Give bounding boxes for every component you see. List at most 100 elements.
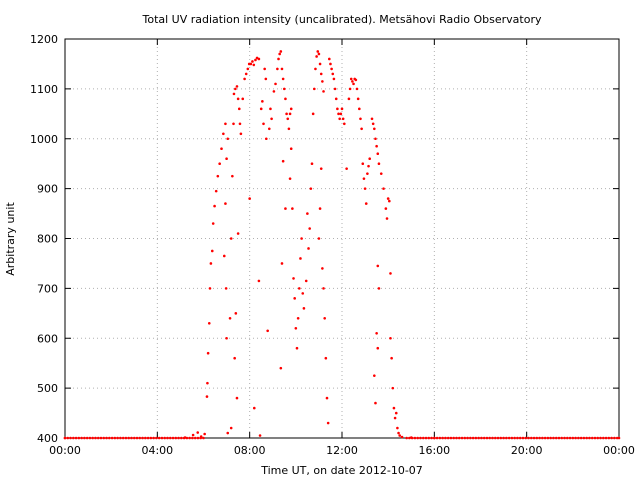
data-point bbox=[224, 122, 227, 126]
data-point bbox=[284, 207, 287, 210]
data-point bbox=[371, 122, 375, 126]
data-point bbox=[541, 436, 544, 440]
data-point bbox=[405, 436, 408, 440]
data-point bbox=[348, 87, 352, 91]
data-point bbox=[193, 436, 197, 440]
data-point bbox=[229, 237, 233, 240]
data-point bbox=[236, 232, 240, 235]
data-point bbox=[288, 177, 292, 180]
data-point bbox=[246, 67, 250, 71]
y-tick-label: 800 bbox=[37, 233, 58, 246]
data-point bbox=[363, 187, 367, 190]
data-point bbox=[571, 436, 575, 440]
data-point bbox=[72, 436, 75, 440]
data-point bbox=[108, 436, 111, 440]
data-point bbox=[469, 436, 472, 440]
data-point bbox=[393, 416, 397, 420]
data-point bbox=[316, 50, 320, 53]
data-point bbox=[352, 82, 355, 86]
data-point bbox=[293, 297, 296, 300]
data-point bbox=[317, 52, 321, 56]
data-point bbox=[617, 436, 621, 440]
data-point bbox=[261, 100, 264, 103]
data-point bbox=[493, 436, 497, 440]
data-point bbox=[297, 287, 301, 290]
data-point bbox=[222, 254, 226, 258]
data-point bbox=[377, 162, 381, 165]
data-point bbox=[130, 436, 133, 440]
data-point bbox=[391, 386, 395, 390]
data-point bbox=[252, 406, 256, 410]
data-point bbox=[155, 436, 158, 440]
data-point bbox=[413, 436, 417, 440]
data-point bbox=[85, 436, 89, 440]
data-point bbox=[452, 436, 456, 440]
data-point bbox=[66, 436, 70, 440]
data-point bbox=[213, 204, 216, 208]
data-point bbox=[237, 107, 241, 111]
data-point bbox=[367, 164, 370, 168]
data-point bbox=[427, 436, 431, 440]
data-point bbox=[518, 436, 522, 440]
data-point bbox=[274, 82, 277, 86]
data-point bbox=[546, 436, 550, 440]
data-point bbox=[238, 122, 242, 126]
data-point bbox=[396, 426, 399, 430]
data-point bbox=[309, 187, 313, 190]
data-point bbox=[313, 87, 316, 91]
data-point bbox=[234, 312, 238, 315]
data-point bbox=[234, 87, 237, 91]
data-point bbox=[232, 122, 235, 126]
data-point bbox=[287, 127, 291, 131]
data-point bbox=[389, 336, 392, 340]
data-point bbox=[326, 421, 330, 425]
data-point bbox=[502, 436, 505, 440]
data-point bbox=[88, 436, 92, 440]
data-point bbox=[232, 92, 236, 96]
x-tick-label: 08:00 bbox=[234, 444, 266, 457]
data-point bbox=[96, 436, 100, 440]
data-point bbox=[510, 436, 514, 440]
data-point bbox=[300, 237, 303, 240]
data-point bbox=[319, 167, 323, 170]
data-point bbox=[99, 436, 103, 440]
data-point bbox=[389, 272, 392, 275]
data-point bbox=[373, 374, 376, 377]
data-point bbox=[496, 436, 500, 440]
data-point bbox=[516, 436, 519, 440]
data-point bbox=[291, 207, 294, 210]
data-point bbox=[457, 436, 461, 440]
data-point bbox=[77, 436, 81, 440]
x-axis-label: Time UT, on date 2012-10-07 bbox=[260, 464, 423, 477]
data-point bbox=[331, 72, 335, 76]
data-point bbox=[251, 60, 254, 63]
data-point bbox=[160, 436, 164, 440]
data-point bbox=[408, 436, 411, 440]
data-point bbox=[386, 197, 390, 200]
data-point bbox=[505, 436, 508, 440]
data-point bbox=[332, 77, 336, 81]
data-point bbox=[474, 436, 478, 440]
data-point bbox=[272, 90, 276, 93]
data-point bbox=[288, 112, 292, 116]
data-point bbox=[323, 317, 326, 320]
data-point bbox=[347, 97, 351, 101]
data-point bbox=[384, 207, 388, 210]
data-point bbox=[524, 436, 528, 440]
data-point bbox=[577, 436, 580, 440]
data-point bbox=[513, 436, 516, 440]
data-point bbox=[209, 262, 213, 265]
data-point bbox=[113, 436, 117, 440]
data-point bbox=[552, 436, 555, 440]
data-point bbox=[276, 67, 279, 71]
data-point bbox=[602, 436, 605, 440]
data-point bbox=[565, 436, 569, 440]
data-point bbox=[588, 436, 591, 440]
data-point bbox=[419, 436, 422, 440]
data-point bbox=[333, 87, 337, 91]
data-point bbox=[214, 189, 218, 193]
data-point bbox=[199, 436, 203, 440]
data-point bbox=[308, 227, 311, 230]
data-point bbox=[281, 159, 285, 163]
data-point bbox=[146, 436, 150, 440]
